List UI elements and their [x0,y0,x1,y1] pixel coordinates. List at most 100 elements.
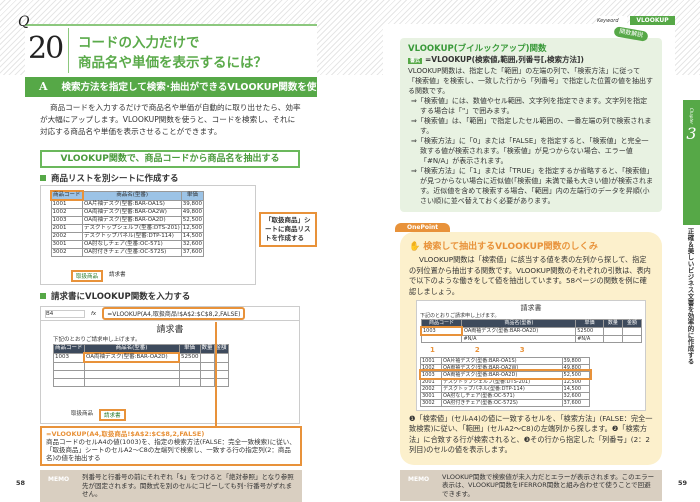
invoice-table: 商品コード 商品名(型番) 単価 数量 金額 1003 OA両袖デスク(型番:BAR-OA… [53,344,229,387]
marker-2: 2 [474,345,480,354]
format-label: 書式 [408,58,423,64]
cell[interactable]: 49,800 [180,208,204,217]
col-header: 商品名(型番) [83,344,180,354]
table-row: 2001 デスクトップシェルフ(型番:DTS-201) 12,500 [419,377,591,386]
cell: 39,800 [561,356,591,365]
product-table: 商品コード 商品名(型番) 単価 1001 OA片袖デスク(型番:BAR-OA1S) 3… [43,190,204,257]
function-box: VLOOKUP(ブイルックアップ)関数 書式 =VLOOKUP(検索値,範囲,列番… [400,38,662,212]
cell: OA肘付きチェア(型番:OC-572S) [441,398,563,407]
cell[interactable]: 3001 [50,240,84,249]
sheet-tab-invoice[interactable]: 請求書 [109,272,126,278]
title-line-1: コードの入力だけで [78,35,200,51]
cell[interactable]: 2002 [50,232,84,241]
col-header: 単価 [575,319,604,328]
diagram-sheets: 請求書 下記のとおりご請求申し上げます。 商品コード 商品名(型番) 単価 数量 金額 … [416,300,646,411]
invoice-sheet: B4 fx =VLOOKUP(A4,取扱商品!$A$2:$C$8,2,FALSE… [40,306,300,424]
cell-c4[interactable]: 52500 [178,352,201,363]
cell[interactable]: デスクトップシェルフ(型番:DTS-201) [82,224,182,233]
bullet-list: ⇒「検索値」には、数値やセル範囲、文字列を指定できます。文字列を指定する場合は「… [408,96,654,206]
cell[interactable]: 52,500 [180,216,204,225]
question-number: Q 20 [18,14,68,70]
bullet-text: 「検索方法」に「0」または「FALSE」を指定すると、「検索値」と完全一致する値… [416,137,649,165]
col-header: 商品名(型番) [82,190,182,201]
cell[interactable]: デスクトップパネル(型番:DTP-114) [82,232,182,241]
sheet-tab-invoice[interactable]: 請求書 [99,409,126,421]
q-label: Q [18,14,30,30]
cell-b4[interactable]: OA両袖デスク(型番:BAR-OA2D) [83,352,181,363]
answer-bar: A 検索方法を指定して検索･抽出ができるVLOOKUP関数を使おう [25,77,335,97]
name-box[interactable]: B4 [45,309,85,318]
table-row: 3001 OA肘なしチェア(型番:OC-571) 32,600 [43,240,204,249]
cell[interactable]: 2001 [50,224,84,233]
cell[interactable]: OA肘付きチェア(型番:OC-572S) [82,248,182,257]
function-title: VLOOKUP(ブイルックアップ)関数 [408,44,547,54]
table-row: 3002 OA肘付きチェア(型番:OC-572S) 37,600 [419,398,591,407]
cell: 2001 [419,377,443,386]
chapter-number: 3 [686,124,697,143]
cell[interactable]: 39,800 [180,199,204,209]
connector-line [215,322,217,426]
cell[interactable]: 37,600 [180,248,204,257]
onepoint-title: 検索して抽出するVLOOKUP関数のしくみ [423,242,598,252]
cell[interactable]: 14,500 [180,232,204,241]
right-column: VLOOKUP(ブイルックアップ)関数 書式 =VLOOKUP(検索値,範囲,列番… [395,38,662,501]
formula-bar[interactable]: =VLOOKUP(A4,取扱商品!$A$2:$C$8,2,FALSE) [102,307,246,320]
onepoint-text: VLOOKUP関数は「検索値」に該当する値を表の左列から探して、指定の列位置から… [409,255,651,296]
table-row: 2002 デスクトップパネル(型番:DTP-114) 14,500 [419,384,591,393]
step2-heading: 請求書にVLOOKUP関数を入力する [40,290,190,302]
cell-a4[interactable]: 1003 [53,352,85,363]
memo-label: MEMO [48,476,70,483]
marker-3: 3 [519,345,525,354]
cell[interactable]: 32,600 [180,240,204,249]
sheet-tab-products[interactable]: 取扱商品 [71,411,94,417]
col-header: 数量 [199,344,215,354]
cell[interactable]: 1001 [50,199,84,209]
col-header: 商品コード [50,190,84,201]
answer-text: 検索方法を指定して検索･抽出ができるVLOOKUP関数を使おう [61,82,336,93]
formula-explanation: =VLOOKUP(A4,取扱商品!$A$2:$C$8,2,FALSE) 商品コー… [40,426,302,466]
cell[interactable]: OA肘なしチェア(型番:OC-571) [82,240,182,249]
mini-invoice-title: 請求書 [520,304,542,312]
cell: OA肘なしチェア(型番:OC-571) [441,391,563,400]
cell: 37,600 [561,398,591,407]
cell[interactable]: OA片袖デスク(型番:BAR-OA1S) [82,199,182,209]
cell: 1001 [419,356,443,365]
cell-na: #N/A [461,334,577,343]
cell: 3002 [419,398,443,407]
cell[interactable]: 12,500 [180,224,204,233]
table-row: 2001 デスクトップシェルフ(型番:DTS-201) 12,500 [43,224,204,233]
cell[interactable]: OA両袖デスク(型番:BAR-OA2D) [82,216,182,225]
bullet-text: 「検索値」には、数値やセル範囲、文字列を指定できます。文字列を指定する場合は「"… [416,97,648,115]
bullet-item: ⇒「検索値」には、数値やセル範囲、文字列を指定できます。文字列を指定する場合は「… [411,97,648,115]
answer-label: A [39,80,48,93]
cell: OA両袖デスク(型番:BAR-OA2D) [461,326,577,336]
table-row: 1002 OA両袖デスク(型番:BAR-OA2W) 49,800 [43,208,204,217]
cell: デスクトップシェルフ(型番:DTS-201) [441,377,563,386]
table-row: 3001 OA肘なしチェア(型番:OC-571) 32,600 [419,391,591,400]
chapter-title: 正確＆美しいビジネス文書を効率的に作成する [686,228,694,365]
section-heading: VLOOKUP関数で、商品コードから商品名を抽出する [40,150,300,168]
product-list-sheet: 商品コード 商品名(型番) 単価 1001 OA片袖デスク(型番:BAR-OA1S) 3… [40,185,256,285]
callout: 「取扱商品」シートに商品リストを作成する [259,212,317,247]
cell: OA両袖デスク(型番:BAR-OA2D) [441,370,563,379]
table-row: 1001 OA片袖デスク(型番:BAR-OA1S) 39,800 [419,356,591,365]
cell[interactable]: OA両袖デスク(型番:BAR-OA2W) [82,208,182,217]
col-header: 金額 [621,319,643,328]
divider [68,28,69,73]
mini-invoice-note: 下記のとおりご請求申し上げます。 [420,313,500,319]
page-number: 59 [678,479,688,487]
bullet-item: ⇒「検索方法」に「1」または「TRUE」を指定するか省略すると、「検索値」が見つ… [411,167,654,205]
cell: 32,600 [561,391,591,400]
title-line-2: 商品名や単価を表示するには？ [78,55,267,71]
marker-1: 1 [430,345,435,354]
cell[interactable]: 1003 [50,216,84,225]
bullet-text: 「検索値」は、「範囲」で指定したセル範囲の、一番左端の列で検索されます。 [416,117,652,135]
table-row: 1001 OA片袖デスク(型番:BAR-OA1S) 39,800 [43,199,204,209]
step1-heading: 商品リストを別シートに作成する [40,172,179,184]
cell[interactable]: 1002 [50,208,84,217]
invoice-title: 請求書 [156,325,184,335]
col-header: 単価 [178,344,201,354]
sheet-tab-products[interactable]: 取扱商品 [71,270,104,282]
cell[interactable]: 3002 [50,248,84,257]
invoice-note: 下記のとおりご請求申し上げます。 [53,337,141,343]
